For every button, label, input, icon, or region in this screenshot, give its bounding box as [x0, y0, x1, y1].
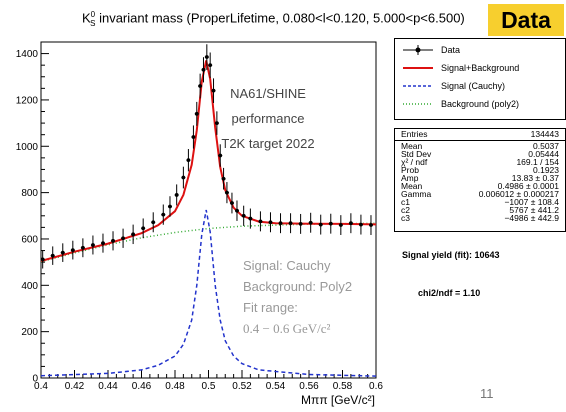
stats-row: c1 −1007 ± 108.4 — [401, 197, 559, 207]
data-point — [167, 196, 172, 217]
background-curve — [40, 222, 377, 263]
data-point — [248, 208, 253, 229]
data-point — [40, 250, 45, 269]
data-point — [328, 213, 333, 234]
total-fit-curve — [40, 60, 377, 262]
data-point — [308, 212, 313, 233]
experiment-label: NA61/SHINE — [230, 86, 306, 101]
data-point — [348, 213, 353, 234]
data-point — [278, 213, 283, 234]
signal-curve — [40, 209, 377, 377]
y-tick-label: 1000 — [16, 142, 39, 153]
y-tick-label: 800 — [21, 188, 38, 199]
data-point — [90, 235, 95, 255]
y-tick-label: 600 — [21, 234, 38, 245]
stats-row: χ² / ndf 169.1 / 154 — [401, 157, 559, 167]
x-tick-label: 0.52 — [232, 381, 252, 392]
fit-range-label: Fit range: — [243, 300, 298, 315]
y-tick-label: 1200 — [16, 95, 39, 106]
data-point — [338, 215, 343, 235]
data-point — [131, 224, 136, 245]
fit-signal-label: Signal: Cauchy — [243, 258, 331, 273]
x-tick-label: 0.42 — [65, 381, 85, 392]
data-point — [161, 204, 166, 225]
x-tick-label: 0.46 — [132, 381, 152, 392]
y-tick-label: 0 — [32, 374, 38, 385]
x-tick-label: 0.54 — [266, 381, 286, 392]
data-point — [258, 211, 263, 232]
y-tick-label: 1400 — [16, 49, 39, 60]
data-point — [218, 144, 223, 167]
fit-background-label: Background: Poly2 — [243, 279, 352, 294]
status-label: performance — [232, 111, 305, 126]
fit-stats-box: Entries 134443 Mean 0.5037 Std Dev 0.05444 … — [394, 128, 566, 232]
chart-title: K0S invariant mass (ProperLifetime, 0.08… — [82, 10, 465, 28]
x-tick-label: 0.6 — [369, 381, 383, 392]
data-point — [318, 214, 323, 235]
x-tick-label: 0.5 — [202, 381, 216, 392]
data-point — [60, 243, 65, 262]
stats-row: Std Dev 0.05444 — [401, 149, 559, 159]
data-point — [186, 149, 191, 172]
data-point — [268, 212, 273, 233]
x-tick-label: 0.56 — [299, 381, 319, 392]
stats-row: c3 −4986 ± 442.9 — [401, 213, 559, 223]
data-point — [224, 182, 229, 204]
data-point — [204, 44, 209, 70]
data-point — [141, 218, 146, 239]
stats-row: Prob 0.1923 — [401, 165, 559, 175]
data-point — [211, 78, 216, 103]
data-point — [50, 246, 55, 265]
data-point — [191, 125, 196, 149]
data-point — [194, 101, 199, 126]
stats-row: Amp 13.83 ± 0.37 — [401, 173, 559, 183]
data-point — [234, 200, 239, 221]
stats-row: Mean 0.5037 — [401, 141, 559, 151]
data-point — [100, 233, 105, 253]
data-point — [368, 215, 373, 235]
data-point — [121, 228, 126, 248]
fit-range-value: 0.4 − 0.6 GeV/c² — [243, 321, 331, 336]
data-point — [288, 213, 293, 234]
stats-row: Entries 134443 — [401, 129, 559, 139]
data-point — [358, 214, 363, 235]
x-tick-label: 0.4 — [34, 381, 48, 392]
x-tick-label: 0.58 — [333, 381, 353, 392]
x-tick-label: 0.44 — [98, 381, 118, 392]
target-label: T2K target 2022 — [221, 136, 314, 151]
legend-item-background-poly2: Background (poly2) — [403, 99, 520, 109]
data-point — [214, 111, 219, 135]
data-point — [221, 167, 226, 190]
data-point — [181, 166, 186, 189]
data-point — [201, 57, 206, 83]
data-point — [198, 73, 203, 99]
legend-item-signal-cauchy: Signal (Cauchy) — [403, 81, 506, 91]
data-badge: Data — [488, 4, 564, 36]
legend: Data Signal+Background Signal (Cauchy) B… — [394, 38, 566, 120]
legend-item-data: Data — [401, 43, 460, 57]
data-point — [174, 184, 179, 206]
data-point — [70, 240, 75, 260]
y-tick-label: 200 — [21, 327, 38, 338]
legend-item-signal-background: Signal+Background — [403, 63, 520, 73]
data-point — [111, 231, 116, 251]
stats-row: c2 5767 ± 441.2 — [401, 205, 559, 215]
data-point — [229, 192, 234, 214]
data-point — [208, 52, 213, 78]
page-number: 11 — [480, 386, 494, 401]
y-tick-label: 400 — [21, 281, 38, 292]
data-point — [298, 213, 303, 234]
data-point — [80, 238, 85, 258]
data-point — [241, 205, 246, 226]
x-tick-label: 0.48 — [165, 381, 185, 392]
stats-row: Gamma 0.006012 ± 0.000217 — [401, 189, 559, 199]
signal-yield-label: Signal yield (fit): 10643 — [402, 250, 500, 260]
data-point — [151, 212, 156, 233]
stats-row: Mean 0.4986 ± 0.0001 — [401, 181, 559, 191]
stats-divider — [395, 139, 565, 141]
chi2-ndf-label: chi2/ndf = 1.10 — [418, 288, 481, 298]
x-axis-label: Mππ [GeV/c²] — [301, 393, 375, 407]
